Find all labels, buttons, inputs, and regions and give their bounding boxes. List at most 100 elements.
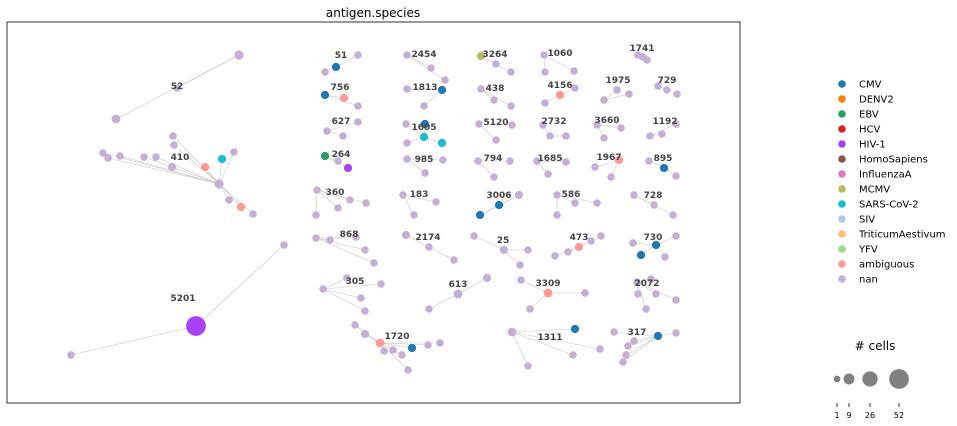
graph-edge: [622, 335, 659, 363]
cell-node: [634, 290, 642, 298]
legend-marker: [838, 260, 846, 268]
cluster-label: 438: [486, 84, 505, 94]
cell-node: [419, 132, 429, 142]
cell-node: [544, 170, 552, 178]
cell-node: [506, 157, 514, 165]
cell-node: [313, 186, 321, 194]
graph-edge: [316, 189, 339, 209]
cell-node: [617, 124, 625, 132]
graph-edge: [649, 123, 677, 137]
graph-edge: [428, 293, 459, 310]
cell-node: [186, 316, 206, 336]
cell-node: [217, 154, 227, 164]
cluster-label: 52: [171, 82, 184, 92]
cluster-label: 730: [644, 233, 663, 243]
cell-node: [370, 259, 378, 267]
cell-node: [321, 68, 329, 76]
cell-node: [167, 162, 177, 172]
legend-label: EBV: [859, 110, 879, 121]
cell-node: [581, 289, 589, 297]
cell-node: [564, 248, 572, 256]
cell-node: [600, 96, 608, 104]
cell-node: [346, 196, 354, 204]
graph-edge: [478, 123, 513, 126]
graph-edge: [511, 331, 529, 367]
cell-node: [553, 211, 561, 219]
cell-node: [543, 288, 553, 298]
cell-node: [540, 51, 548, 59]
graph-edge: [402, 194, 437, 203]
cell-node: [507, 68, 515, 76]
cluster-label: 3264: [482, 50, 507, 60]
graph-edge: [636, 281, 647, 310]
cell-node: [331, 62, 341, 72]
cluster-label: 985: [415, 155, 434, 165]
cell-node: [643, 56, 651, 64]
cluster-label: 2174: [415, 233, 440, 243]
graph-edge: [322, 288, 362, 299]
size-marker: [843, 373, 855, 385]
legend-marker: [838, 200, 846, 208]
cluster-label: 2072: [634, 279, 659, 289]
graph-edge: [315, 237, 366, 251]
cell-node: [629, 239, 637, 247]
cluster-label: 728: [644, 191, 663, 201]
cell-node: [407, 343, 417, 353]
graph-edge: [457, 277, 488, 295]
cell-node: [323, 127, 331, 135]
cluster-label: 1192: [652, 117, 677, 127]
graph-edge: [613, 331, 659, 337]
cell-node: [403, 51, 411, 59]
cell-node: [312, 211, 320, 219]
cell-node: [453, 289, 463, 299]
size-tick-label: 52: [894, 411, 904, 420]
cell-node: [574, 242, 584, 252]
graph-edge: [379, 342, 429, 346]
cell-node: [439, 156, 447, 164]
cluster-label: 895: [654, 154, 673, 164]
size-legend-title: # cells: [855, 339, 896, 353]
legend-label: HomoSapiens: [859, 155, 928, 166]
graph-edge: [625, 335, 659, 356]
cluster-label: 360: [326, 188, 345, 198]
cell-node: [116, 152, 124, 160]
cell-node: [377, 280, 385, 288]
cluster-label: 25: [497, 236, 510, 246]
cell-node: [654, 82, 662, 90]
graph-edge: [218, 151, 235, 185]
graph-edge: [218, 183, 242, 208]
graph-edge: [335, 54, 359, 68]
cell-node: [173, 84, 181, 92]
cell-node: [67, 351, 75, 359]
graph-nodes: [67, 50, 681, 374]
cell-node: [600, 134, 608, 142]
cell-node: [343, 163, 353, 173]
cell-node: [672, 329, 680, 337]
cluster-label: 1311: [537, 333, 562, 343]
legend-marker: [838, 230, 846, 238]
cell-node: [546, 132, 554, 140]
cell-node: [225, 196, 233, 204]
cell-node: [508, 121, 516, 129]
cell-node: [477, 85, 485, 93]
graph-edge: [406, 158, 444, 161]
legend-marker: [838, 125, 846, 133]
cluster-label: 794: [484, 154, 503, 164]
legend-marker: [838, 185, 846, 193]
cell-node: [280, 241, 288, 249]
cell-node: [614, 155, 624, 165]
cluster-label: 51: [335, 51, 348, 61]
cell-node: [389, 346, 397, 354]
cell-node: [200, 162, 210, 172]
graph-edge: [594, 159, 620, 168]
cell-node: [613, 86, 621, 94]
cell-node: [339, 93, 349, 103]
cell-node: [517, 276, 525, 284]
legend-marker: [838, 170, 846, 178]
cell-node: [475, 120, 483, 128]
cell-node: [571, 199, 579, 207]
cell-node: [630, 191, 638, 199]
cell-node: [476, 51, 486, 61]
size-legend: # cells 1 9 26 52: [833, 339, 909, 420]
graph-edge: [173, 144, 220, 185]
